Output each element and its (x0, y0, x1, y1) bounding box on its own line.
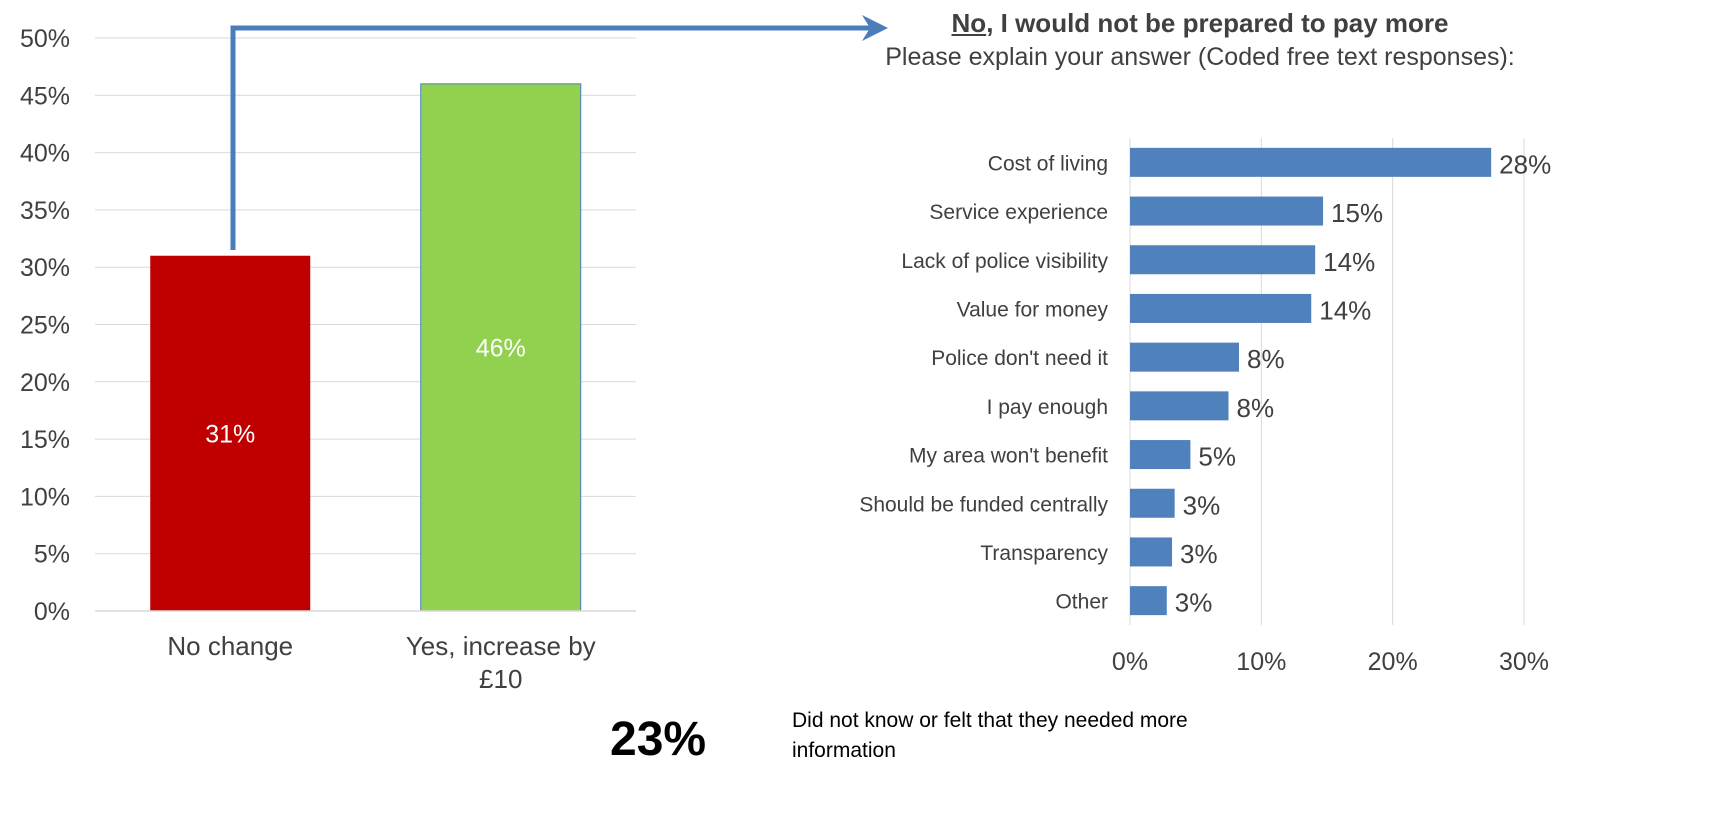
bar (1130, 245, 1316, 275)
x-tick-label: 30% (1499, 648, 1549, 676)
left-bar-chart: 0% 5% 10% 15% 20% 25% 30% 35% 40% 45% 50% 31% No cha… (20, 25, 636, 694)
y-tick-label: 35% (20, 197, 70, 225)
bar (1130, 488, 1175, 518)
y-tick-label: 40% (20, 140, 70, 168)
x-tick-label: 10% (1236, 648, 1286, 676)
right-chart-subtitle: Please explain your answer (Coded free t… (885, 43, 1515, 71)
x-tick-label: 0% (1112, 648, 1148, 676)
bar (1130, 391, 1229, 421)
bar-data-label: 46% (476, 334, 526, 362)
bar (150, 255, 311, 612)
bar (1130, 537, 1173, 567)
bar-data-label: 5% (1198, 442, 1236, 472)
bar-data-label: 3% (1180, 539, 1218, 569)
bar-data-label: 3% (1175, 588, 1213, 618)
bar (1130, 440, 1191, 470)
bar-data-label: 14% (1319, 295, 1371, 325)
y-category-label: Other (1055, 591, 1108, 614)
bar-data-label: 28% (1499, 149, 1551, 179)
y-category-label: Lack of police visibility (901, 250, 1108, 273)
arrow-line (230, 25, 870, 250)
title-no: No (951, 8, 987, 38)
y-tick-label: 45% (20, 82, 70, 110)
y-tick-label: 30% (20, 254, 70, 282)
bar (1130, 196, 1324, 226)
bar-data-label: 14% (1323, 247, 1375, 277)
right-bar-chart: 0% 10% 20% 30% Cost of living 28% Service expe… (859, 138, 1551, 676)
callout-arrow (230, 15, 888, 250)
bar (420, 83, 582, 612)
bar (1130, 293, 1312, 323)
x-tick-label: 20% (1368, 648, 1418, 676)
title-rest: , I would not be prepared to pay more (986, 8, 1449, 38)
y-category-label: Value for money (957, 298, 1109, 321)
bar-data-label: 8% (1237, 393, 1275, 423)
x-category-label: £10 (479, 664, 522, 694)
y-tick-label: 20% (20, 369, 70, 397)
y-tick-label: 50% (20, 25, 70, 53)
y-tick-label: 15% (20, 426, 70, 454)
arrow-head-icon (862, 15, 888, 41)
dont-know-percent: 23% (610, 713, 707, 766)
y-category-label: Police don't need it (931, 347, 1108, 370)
bar-data-label: 31% (205, 420, 255, 448)
y-tick-label: 5% (34, 541, 70, 569)
right-chart-title-line: No, I would not be prepared to pay more (840, 6, 1560, 40)
dont-know-note: Did not know or felt that they needed mo… (792, 709, 1188, 762)
y-category-label: Transparency (980, 542, 1108, 565)
y-category-label: Should be funded centrally (859, 493, 1108, 516)
bar-data-label: 15% (1331, 198, 1383, 228)
right-chart-title: No, I would not be prepared to pay more … (840, 6, 1560, 74)
bar (1130, 342, 1240, 372)
y-category-label: Cost of living (988, 152, 1108, 175)
bar (1130, 586, 1167, 616)
bar-data-label: 8% (1247, 344, 1285, 374)
bar (1130, 147, 1492, 177)
y-tick-label: 10% (20, 483, 70, 511)
y-category-label: I pay enough (987, 396, 1108, 419)
y-tick-label: 25% (20, 312, 70, 340)
y-tick-label: 0% (34, 598, 70, 626)
y-category-label: My area won't benefit (909, 445, 1108, 468)
x-category-label: No change (167, 631, 293, 661)
y-category-label: Service experience (929, 201, 1108, 224)
x-category-label: Yes, increase by (406, 631, 596, 661)
bar-data-label: 3% (1183, 490, 1221, 520)
